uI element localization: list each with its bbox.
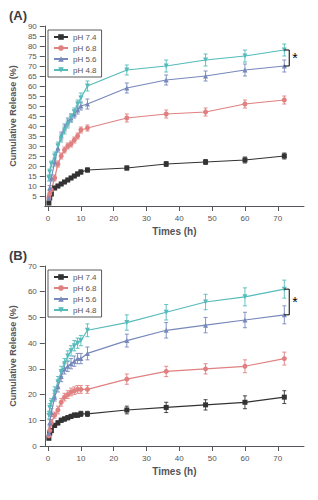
svg-text:pH 5.6: pH 5.6 xyxy=(73,55,97,64)
svg-text:pH 4.8: pH 4.8 xyxy=(73,306,97,315)
svg-text:20: 20 xyxy=(28,390,37,399)
svg-text:Cumulative Release (%): Cumulative Release (%) xyxy=(8,305,18,407)
svg-text:10: 10 xyxy=(76,214,85,223)
svg-text:Cumulative Release (%): Cumulative Release (%) xyxy=(8,65,18,167)
svg-text:60: 60 xyxy=(28,287,37,296)
svg-text:50: 50 xyxy=(28,102,37,111)
svg-text:75: 75 xyxy=(28,52,37,61)
svg-text:*: * xyxy=(292,294,298,310)
svg-text:(A): (A) xyxy=(9,8,27,23)
svg-text:20: 20 xyxy=(109,214,118,223)
svg-text:25: 25 xyxy=(28,152,37,161)
svg-text:30: 30 xyxy=(28,364,37,373)
svg-text:70: 70 xyxy=(28,262,37,271)
svg-text:0: 0 xyxy=(46,454,51,463)
svg-text:Times (h): Times (h) xyxy=(152,226,196,237)
svg-text:55: 55 xyxy=(28,92,37,101)
svg-text:40: 40 xyxy=(28,339,37,348)
svg-text:60: 60 xyxy=(240,454,249,463)
svg-text:5: 5 xyxy=(32,192,37,201)
svg-text:70: 70 xyxy=(28,62,37,71)
svg-text:pH 7.4: pH 7.4 xyxy=(73,273,97,282)
svg-text:pH 6.8: pH 6.8 xyxy=(73,284,97,293)
svg-text:30: 30 xyxy=(142,454,151,463)
svg-text:(B): (B) xyxy=(9,248,27,263)
svg-text:50: 50 xyxy=(208,454,217,463)
svg-text:20: 20 xyxy=(28,162,37,171)
svg-text:85: 85 xyxy=(28,32,37,41)
svg-text:35: 35 xyxy=(28,132,37,141)
svg-text:0: 0 xyxy=(32,442,37,451)
svg-text:pH 6.8: pH 6.8 xyxy=(73,44,97,53)
svg-text:0: 0 xyxy=(46,214,51,223)
svg-text:40: 40 xyxy=(28,122,37,131)
svg-text:65: 65 xyxy=(28,72,37,81)
svg-text:pH 7.4: pH 7.4 xyxy=(73,33,97,42)
svg-text:60: 60 xyxy=(240,214,249,223)
svg-text:30: 30 xyxy=(142,214,151,223)
svg-text:15: 15 xyxy=(28,172,37,181)
svg-text:50: 50 xyxy=(208,214,217,223)
svg-text:70: 70 xyxy=(273,454,282,463)
svg-text:Times (h): Times (h) xyxy=(152,466,196,477)
svg-text:20: 20 xyxy=(109,454,118,463)
svg-text:10: 10 xyxy=(28,416,37,425)
svg-text:45: 45 xyxy=(28,112,37,121)
svg-text:10: 10 xyxy=(76,454,85,463)
svg-text:50: 50 xyxy=(28,313,37,322)
svg-text:80: 80 xyxy=(28,42,37,51)
svg-text:*: * xyxy=(292,50,298,66)
svg-text:10: 10 xyxy=(28,182,37,191)
svg-text:70: 70 xyxy=(273,214,282,223)
svg-text:90: 90 xyxy=(28,22,37,31)
svg-text:40: 40 xyxy=(175,454,184,463)
svg-text:40: 40 xyxy=(175,214,184,223)
svg-text:pH 4.8: pH 4.8 xyxy=(73,66,97,75)
svg-text:30: 30 xyxy=(28,142,37,151)
svg-text:60: 60 xyxy=(28,82,37,91)
svg-text:pH 5.6: pH 5.6 xyxy=(73,295,97,304)
